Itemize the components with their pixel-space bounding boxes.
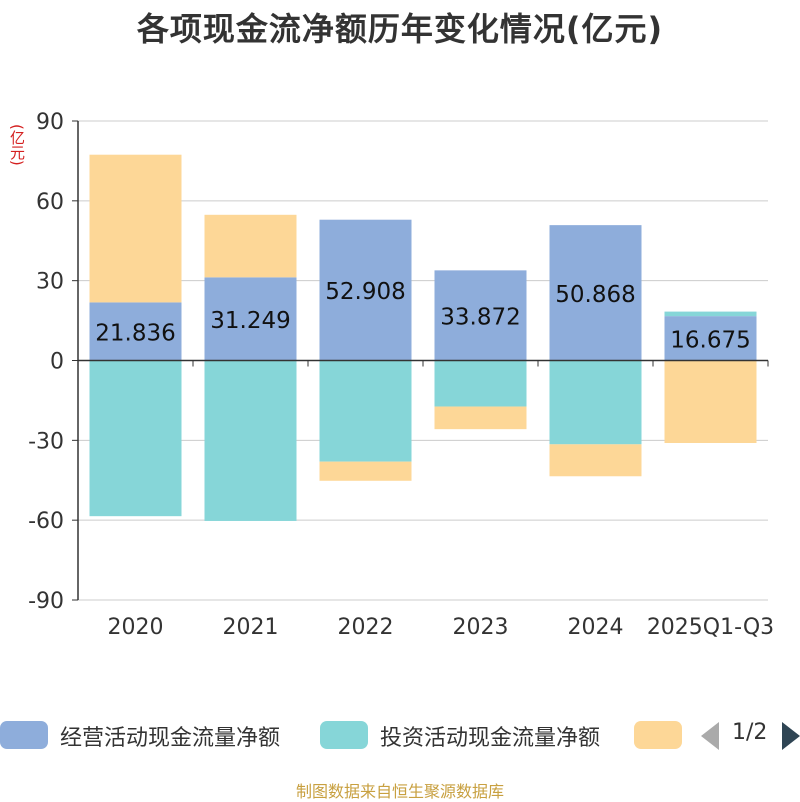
bar-operating-2025Q1-Q3 <box>664 316 757 361</box>
grid-lines <box>78 120 768 601</box>
legend-label-investing: 投资活动现金流量净额 <box>380 726 601 751</box>
legend-swatch-investing <box>320 721 368 749</box>
bar-investing-2025Q1-Q3 <box>664 311 757 317</box>
axes: 90 60 30 0 -30 -60 -90 2020 2021 2022 2023 2024 2025… <box>28 110 774 640</box>
y-tick-label: 30 <box>36 270 64 295</box>
bar-operating-2022 <box>319 219 412 361</box>
chart-plot: 90 60 30 0 -30 -60 -90 2020 2021 2022 2023 2024 2025… <box>28 110 774 640</box>
y-tick-label: -30 <box>28 429 64 454</box>
y-tick-label: 0 <box>50 350 64 375</box>
bars <box>89 154 757 521</box>
x-tick-label: 2020 <box>108 615 164 640</box>
bar-financing-2025Q1-Q3 <box>664 360 757 443</box>
data-label-operating-2024: 50.868 <box>555 282 635 308</box>
bar-investing-2021 <box>204 360 297 521</box>
data-label-operating-2025Q1-Q3: 16.675 <box>670 327 750 353</box>
y-tick-label: 60 <box>36 190 64 215</box>
x-tick-label: 2023 <box>453 615 509 640</box>
legend-prev-page-icon[interactable] <box>701 722 719 750</box>
legend-page-indicator: 1/2 <box>732 720 768 745</box>
data-labels: 21.836 31.249 52.908 33.872 50.868 16.675 <box>95 279 750 353</box>
data-label-operating-2023: 33.872 <box>440 304 520 330</box>
y-tick-label: -60 <box>28 509 64 534</box>
bar-investing-2024 <box>549 360 642 445</box>
y-tick-label: 90 <box>36 110 64 135</box>
bar-operating-2020 <box>89 302 182 361</box>
y-axis-unit-label: (亿元) <box>8 124 26 166</box>
legend-swatch-operating <box>0 721 48 749</box>
legend-swatch-financing <box>634 721 682 749</box>
bar-investing-2020 <box>89 360 182 517</box>
data-label-operating-2022: 52.908 <box>325 279 405 305</box>
x-tick-label: 2025Q1-Q3 <box>647 615 774 640</box>
legend-next-page-icon[interactable] <box>782 722 800 750</box>
legend: 经营活动现金流量净额 投资活动现金流量净额 1/2 <box>0 716 800 756</box>
source-note: 制图数据来自恒生聚源数据库 <box>295 782 504 801</box>
x-tick-label: 2021 <box>223 615 279 640</box>
bar-operating-2021 <box>204 277 297 361</box>
x-tick-label: 2024 <box>568 615 624 640</box>
bar-financing-2022 <box>319 461 412 481</box>
bar-operating-2023 <box>434 270 527 361</box>
bar-operating-2024 <box>549 225 642 361</box>
legend-label-operating: 经营活动现金流量净额 <box>60 726 281 751</box>
data-label-operating-2020: 21.836 <box>95 320 175 346</box>
bar-investing-2023 <box>434 360 527 407</box>
x-tick-label: 2022 <box>338 615 394 640</box>
bar-financing-2023 <box>434 406 527 430</box>
y-tick-label: -90 <box>28 589 64 614</box>
chart-title: 各项现金流净额历年变化情况(亿元) <box>136 10 664 48</box>
bar-financing-2021 <box>204 214 297 278</box>
bar-financing-2020 <box>89 154 182 303</box>
bar-financing-2024 <box>549 444 642 477</box>
bar-investing-2022 <box>319 360 412 462</box>
data-label-operating-2021: 31.249 <box>210 308 290 334</box>
